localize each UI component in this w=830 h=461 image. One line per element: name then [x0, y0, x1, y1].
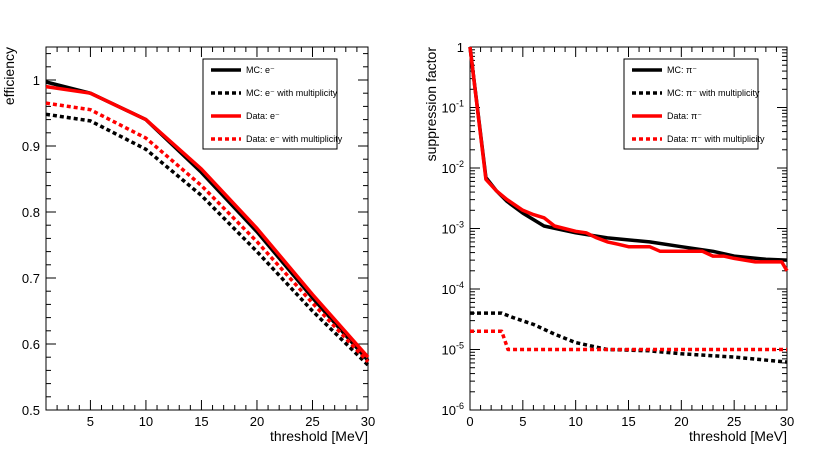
right-x-tick-label: 0 [466, 414, 473, 429]
right-x-tick-label: 30 [780, 414, 794, 429]
left-y-tick-label: 0.8 [22, 205, 40, 220]
left-x-tick-label: 20 [250, 414, 264, 429]
right-y-axis-title: suppression factor [423, 47, 439, 162]
left-y-tick-label: 1 [33, 73, 40, 88]
left-x-tick-label: 15 [194, 414, 208, 429]
right-legend-label-0: MC: π⁻ [667, 65, 697, 75]
left-legend-label-1: MC: e⁻ with multiplicity [246, 88, 338, 98]
left-x-tick-label: 5 [87, 414, 94, 429]
left-y-tick-label: 0.9 [22, 139, 40, 154]
right-legend-box [623, 58, 759, 150]
left-y-tick-label: 0.6 [22, 337, 40, 352]
left-legend-label-2: Data: e⁻ [246, 111, 280, 121]
left-x-tick-label: 30 [361, 414, 375, 429]
right-series-line-3 [470, 329, 787, 352]
left-plot-frame [45, 46, 369, 411]
right-y-tick-label: 10-1 [442, 99, 464, 116]
right-x-axis-title: threshold [MeV] [689, 428, 787, 444]
right-x-tick-label: 5 [519, 414, 526, 429]
right-y-tick-label: 1 [457, 40, 464, 55]
right-y-tick-label: 10-3 [442, 220, 464, 237]
left-y-axis-title: efficiency [1, 47, 17, 105]
left-series-line-3 [45, 101, 370, 364]
left-x-tick-label: 10 [139, 414, 153, 429]
right-y-tick-label: 10-6 [442, 401, 464, 418]
left-legend-label-0: MC: e⁻ [246, 65, 275, 75]
right-x-tick-label: 25 [727, 414, 741, 429]
right-legend-label-2: Data: π⁻ [667, 111, 702, 121]
left-y-tick-label: 0.5 [22, 403, 40, 418]
right-series-line-1 [470, 311, 788, 364]
left-series-line-2 [45, 84, 370, 359]
left-series-line-1 [45, 112, 370, 367]
right-y-tick-label: 10-4 [442, 280, 464, 297]
left-y-tick-label: 0.7 [22, 271, 40, 286]
right-x-tick-label: 10 [568, 414, 582, 429]
right-y-tick-label: 10-5 [442, 341, 464, 358]
right-x-tick-label: 20 [674, 414, 688, 429]
right-legend-label-1: MC: π⁻ with multiplicity [667, 88, 760, 98]
left-legend-box [202, 58, 338, 150]
left-legend-label-3: Data: e⁻ with multiplicity [246, 134, 343, 144]
right-legend-label-3: Data: π⁻ with multiplicity [667, 134, 765, 144]
right-x-tick-label: 15 [621, 414, 635, 429]
right-y-tick-label: 10-2 [442, 159, 464, 176]
right-series-line-2 [468, 46, 789, 272]
left-x-axis-title: threshold [MeV] [270, 428, 368, 444]
left-x-tick-label: 25 [305, 414, 319, 429]
